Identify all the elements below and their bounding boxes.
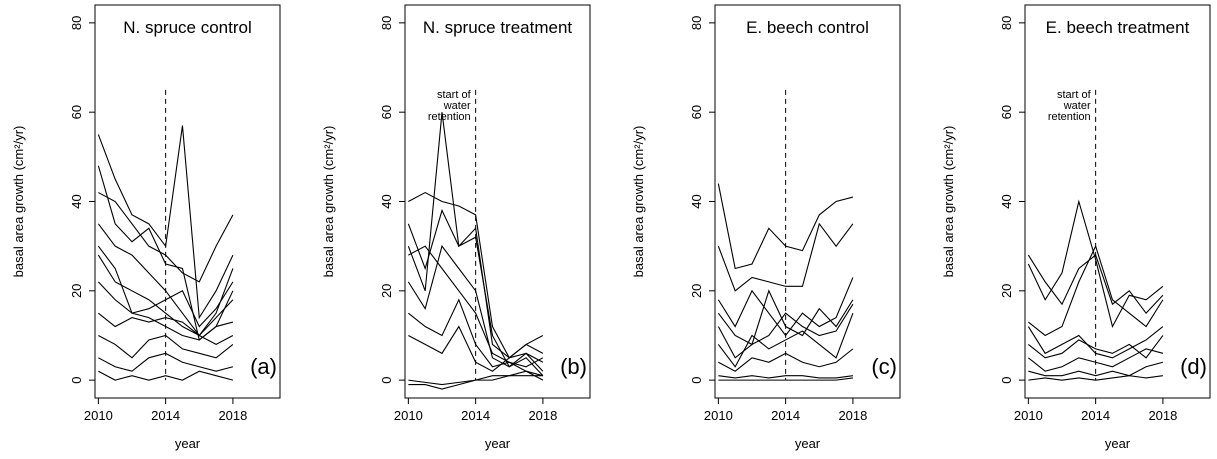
x-tick-label: 2010 [84, 408, 113, 423]
y-tick-label: 60 [999, 105, 1014, 119]
tree-line [1028, 335, 1164, 359]
y-tick-label: 0 [379, 377, 394, 384]
y-tick-label: 80 [999, 16, 1014, 30]
tree-line [408, 375, 543, 386]
x-axis-label: year [485, 436, 511, 451]
annotation: retention [1048, 111, 1091, 123]
plot-frame [404, 4, 591, 399]
y-tick-label: 20 [379, 284, 394, 298]
plot-frame [1024, 4, 1211, 399]
tree-line [98, 334, 234, 359]
panel-label: (d) [1180, 354, 1207, 379]
x-axis-label: year [1105, 436, 1131, 451]
annotation: start of [437, 89, 472, 101]
x-tick-label: 2014 [461, 408, 490, 423]
y-axis-label: basal area growth (cm²/yr) [11, 126, 26, 278]
tree-line [1027, 199, 1164, 329]
plot-frame [94, 4, 281, 399]
x-tick-label: 2018 [218, 408, 247, 423]
y-tick-label: 60 [689, 105, 704, 119]
tree-line [717, 222, 854, 292]
x-tick-label: 2014 [1081, 408, 1110, 423]
panel-title: E. beech control [746, 18, 869, 37]
tree-line [717, 289, 854, 346]
tree-line [407, 112, 544, 377]
y-axis-label: basal area growth (cm²/yr) [321, 126, 336, 278]
x-tick-label: 2018 [1148, 408, 1177, 423]
tree-line [408, 298, 544, 377]
tree-line [1028, 375, 1163, 381]
y-axis-label: basal area growth (cm²/yr) [941, 126, 956, 278]
y-tick-label: 20 [689, 284, 704, 298]
panel: 0 20 40 60 80 2010 2014 2018 year basal area grow… [941, 4, 1211, 451]
panel-label: (a) [250, 354, 277, 379]
tree-line [1028, 348, 1164, 372]
annotation: retention [428, 111, 471, 123]
tree-line [718, 348, 854, 372]
y-tick-label: 0 [689, 377, 704, 384]
tree-line [98, 192, 234, 283]
x-tick-label: 2018 [528, 408, 557, 423]
y-tick-label: 40 [689, 194, 704, 208]
x-tick-label: 2018 [838, 408, 867, 423]
panel-label: (b) [560, 354, 587, 379]
annotation: water [1063, 100, 1091, 112]
y-tick-label: 0 [999, 377, 1014, 384]
y-tick-label: 40 [999, 194, 1014, 208]
tree-line [97, 125, 234, 320]
tree-line [97, 245, 234, 328]
tree-line [97, 281, 234, 341]
tree-line [408, 191, 544, 372]
y-tick-label: 80 [689, 16, 704, 30]
tree-line [1027, 326, 1164, 359]
tree-line [408, 325, 544, 372]
tree-line [98, 312, 234, 346]
panel: 0 20 40 60 80 2010 2014 2018 year basal area grow… [11, 4, 281, 451]
panel: 0 20 40 60 80 2010 2014 2018 year basal area grow… [631, 4, 901, 451]
y-tick-label: 40 [379, 194, 394, 208]
panel-title: E. beech treatment [1046, 18, 1190, 37]
y-tick-label: 80 [379, 16, 394, 30]
panel-title: N. spruce control [123, 18, 252, 37]
x-tick-label: 2014 [151, 408, 180, 423]
y-tick-label: 0 [69, 377, 84, 384]
x-tick-label: 2014 [771, 408, 800, 423]
tree-line [718, 377, 853, 381]
x-tick-label: 2010 [1014, 408, 1043, 423]
y-tick-label: 40 [69, 194, 84, 208]
tree-line [98, 370, 234, 381]
y-tick-label: 60 [69, 105, 84, 119]
tree-line [1028, 361, 1164, 377]
x-tick-label: 2010 [394, 408, 423, 423]
y-axis-label: basal area growth (cm²/yr) [631, 126, 646, 278]
x-tick-label: 2010 [704, 408, 733, 423]
tree-line [408, 245, 544, 368]
tree-line [717, 312, 854, 368]
panel: 0 20 40 60 80 2010 2014 2018 year basal area grow… [321, 4, 591, 451]
annotation: start of [1057, 89, 1092, 101]
tree-line [717, 303, 854, 359]
tree-line [1027, 254, 1164, 315]
y-tick-label: 20 [999, 284, 1014, 298]
tree-line [407, 244, 544, 368]
panel-title: N. spruce treatment [423, 18, 573, 37]
y-tick-label: 60 [379, 105, 394, 119]
tree-line [97, 223, 234, 337]
tree-line [717, 183, 854, 270]
tree-line [98, 352, 234, 372]
panel-label: (c) [871, 354, 897, 379]
y-tick-label: 20 [69, 284, 84, 298]
tree-line [1028, 244, 1164, 337]
tree-line [718, 375, 853, 379]
annotation: water [443, 100, 471, 112]
y-tick-label: 80 [69, 16, 84, 30]
x-axis-label: year [795, 436, 821, 451]
x-axis-label: year [175, 436, 201, 451]
